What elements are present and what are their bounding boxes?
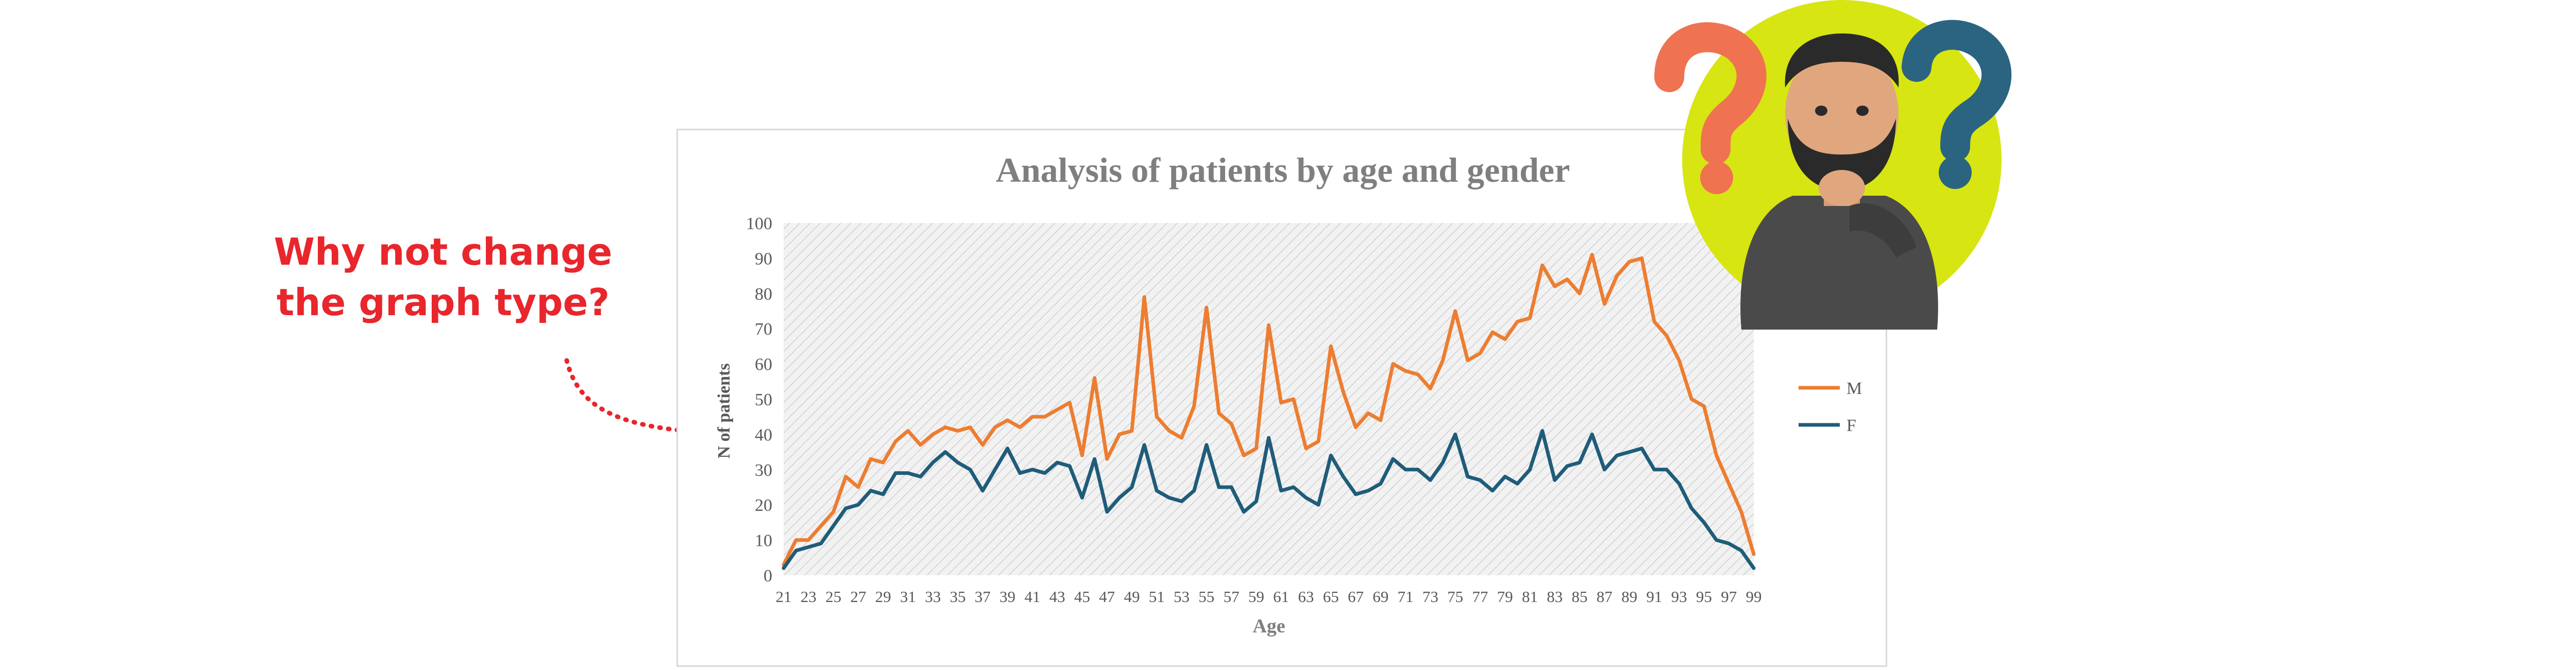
- x-tick-label: 79: [1497, 588, 1513, 606]
- x-tick-label: 69: [1372, 588, 1388, 606]
- x-tick-label: 71: [1398, 588, 1414, 606]
- series-lines: [782, 253, 1756, 570]
- y-tick-label: 50: [755, 390, 772, 409]
- x-tick-label: 95: [1696, 588, 1712, 606]
- x-tick-label: 37: [975, 588, 991, 606]
- x-tick-label: 39: [999, 588, 1015, 606]
- x-tick-label: 35: [950, 588, 965, 606]
- series-line-f: [782, 429, 1756, 570]
- x-tick-label: 23: [801, 588, 817, 606]
- x-tick-label: 63: [1298, 588, 1314, 606]
- x-tick-label: 29: [875, 588, 891, 606]
- question-mark-icon: [1654, 22, 1767, 194]
- y-tick-label: 100: [746, 214, 772, 233]
- x-tick-label: 49: [1124, 588, 1140, 606]
- x-tick-label: 91: [1646, 588, 1662, 606]
- y-tick-label: 70: [755, 320, 772, 339]
- x-axis-label: Age: [1252, 615, 1285, 637]
- x-tick-label: 99: [1746, 588, 1762, 606]
- y-tick-label: 20: [755, 496, 772, 515]
- legend-label-f: F: [1846, 416, 1856, 435]
- x-tick-label: 83: [1547, 588, 1563, 606]
- x-tick-label: 45: [1074, 588, 1090, 606]
- y-tick-label: 0: [764, 566, 772, 586]
- dotted-arrow: [564, 358, 680, 433]
- x-tick-label: 89: [1621, 588, 1637, 606]
- line-chart: Analysis of patients by age and gender A…: [715, 150, 1862, 637]
- x-tick-label: 81: [1522, 588, 1538, 606]
- person-avatar-icon: [1740, 33, 1938, 330]
- x-tick-label: 75: [1447, 588, 1463, 606]
- y-tick-label: 80: [755, 285, 772, 304]
- plot-area: [784, 223, 1754, 575]
- x-tick-label: 93: [1671, 588, 1687, 606]
- x-tick-label: 27: [850, 588, 866, 606]
- y-tick-label: 30: [755, 461, 772, 480]
- x-tick-label: 43: [1049, 588, 1065, 606]
- x-tick-label: 25: [825, 588, 841, 606]
- x-tick-label: 61: [1273, 588, 1289, 606]
- legend-label-m: M: [1846, 379, 1862, 398]
- x-tick-label: 97: [1721, 588, 1737, 606]
- series-line-m: [782, 253, 1756, 566]
- question-mark-icon: [1902, 20, 2012, 189]
- x-tick-label: 85: [1572, 588, 1588, 606]
- x-tick-label: 51: [1149, 588, 1165, 606]
- callout-text: Why not change the graph type?: [242, 227, 644, 328]
- x-tick-label: 55: [1198, 588, 1214, 606]
- y-tick-label: 60: [755, 355, 772, 374]
- x-tick-label: 73: [1422, 588, 1438, 606]
- x-tick-label: 77: [1472, 588, 1488, 606]
- legend: MF: [1799, 379, 1862, 435]
- chart-container: Analysis of patients by age and gender A…: [676, 129, 1887, 667]
- x-tick-label: 87: [1597, 588, 1613, 606]
- callout-line-1: Why not change: [274, 230, 613, 273]
- y-tick-label: 10: [755, 531, 772, 551]
- x-tick-label: 53: [1174, 588, 1190, 606]
- callout-line-2: the graph type?: [276, 281, 610, 324]
- x-tick-label: 65: [1323, 588, 1339, 606]
- x-tick-label: 21: [776, 588, 792, 606]
- x-tick-label: 41: [1024, 588, 1040, 606]
- chart-title: Analysis of patients by age and gender: [996, 150, 1570, 190]
- y-axis-label: N of patients: [715, 363, 734, 458]
- x-tick-label: 59: [1248, 588, 1264, 606]
- x-tick-label: 33: [925, 588, 941, 606]
- x-axis-ticks: 21 23 25 27 29 31 33 35 37 39 41 43 45 47 49 51 53 55 57 59…: [776, 588, 1762, 606]
- x-tick-label: 57: [1224, 588, 1240, 606]
- y-axis-ticks: 0 10 20 30 40 50 60 70 80 90 100: [746, 214, 772, 586]
- x-tick-label: 67: [1348, 588, 1364, 606]
- y-tick-label: 40: [755, 425, 772, 444]
- x-tick-label: 31: [900, 588, 916, 606]
- x-tick-label: 47: [1099, 588, 1115, 606]
- y-tick-label: 90: [755, 249, 772, 268]
